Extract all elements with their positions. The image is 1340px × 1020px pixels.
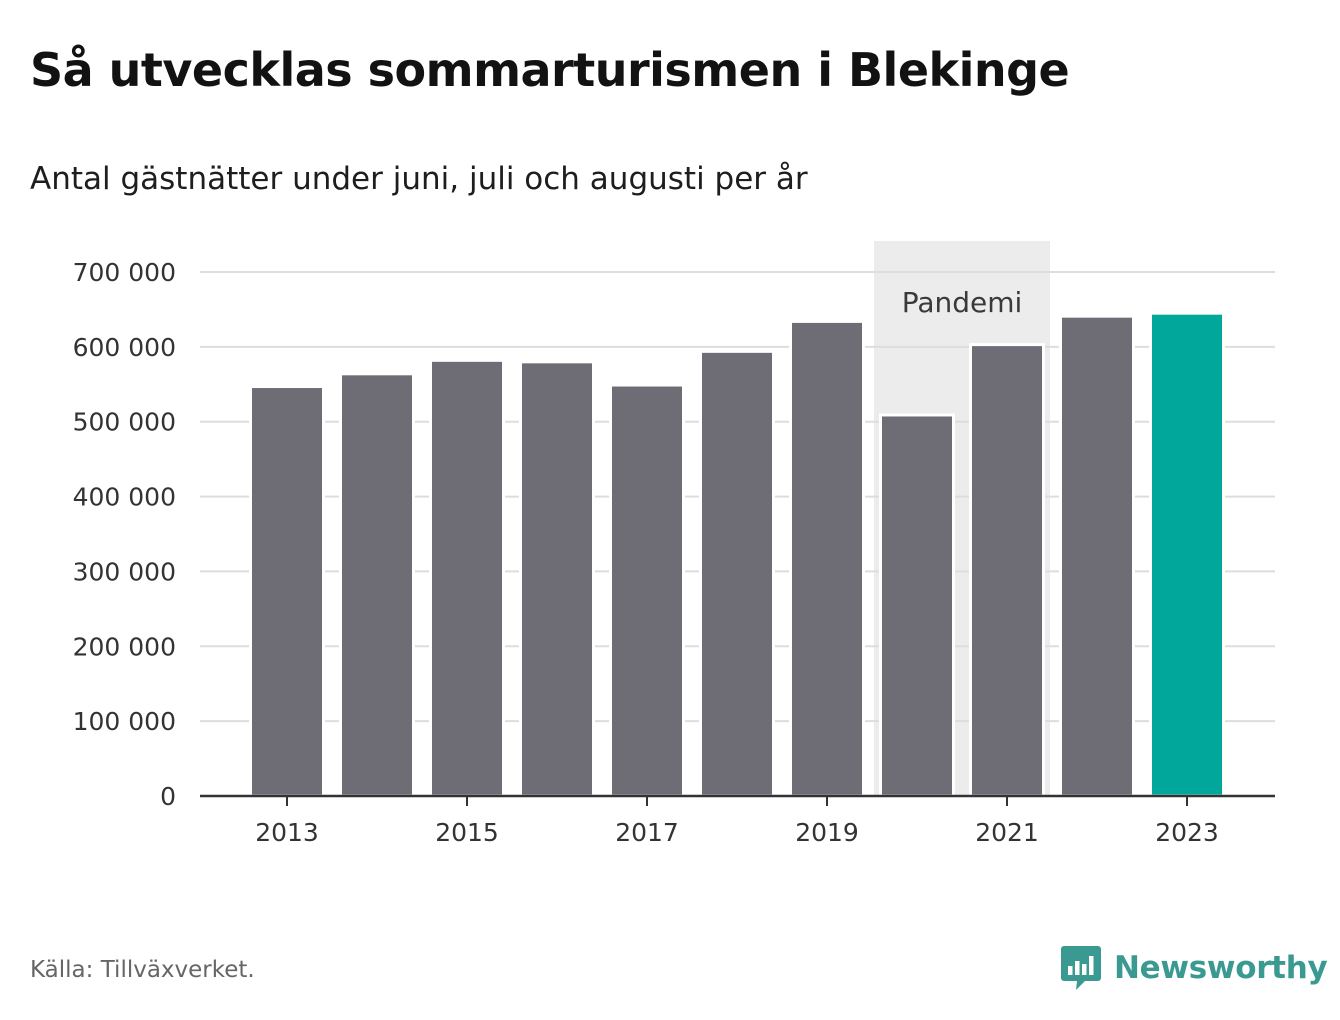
- bar-2016: [519, 360, 595, 798]
- y-tick-label: 200 000: [73, 632, 176, 661]
- x-tick-label: 2015: [435, 818, 499, 847]
- x-tick-label: 2019: [795, 818, 859, 847]
- labels: 0 100 000 200 000 300 000 400 000 500 000 600 …: [73, 258, 1219, 847]
- bar-2013: [249, 385, 325, 798]
- y-tick-label: 600 000: [73, 333, 176, 362]
- x-tick-label: 2013: [255, 818, 319, 847]
- bar-2020: [879, 413, 955, 798]
- bar-2017: [609, 383, 685, 798]
- x-tick-label: 2017: [615, 818, 679, 847]
- pandemic-label: Pandemi: [902, 286, 1023, 319]
- chart-subtitle: Antal gästnätter under juni, juli och au…: [30, 161, 808, 197]
- chart-title: Så utvecklas sommarturismen i Blekinge: [30, 43, 1070, 97]
- bar-2014: [339, 372, 415, 798]
- y-tick-label: 700 000: [73, 258, 176, 287]
- bar-2018: [699, 349, 775, 798]
- y-tick-label: 100 000: [73, 707, 176, 736]
- bar-2022: [1059, 314, 1135, 798]
- y-tick-label: 300 000: [73, 557, 176, 586]
- bar-2021: [969, 343, 1045, 798]
- newsworthy-chart-bubble-icon: [1061, 946, 1101, 990]
- brand-name: Newsworthy: [1114, 950, 1328, 986]
- x-tick-label: 2023: [1155, 818, 1219, 847]
- bar-2015: [429, 358, 505, 798]
- bar-2023: [1149, 311, 1225, 798]
- bar-chart: Pandemi 0 100 000 200 000 300 000 400 000 500…: [73, 241, 1275, 847]
- source-note: Källa: Tillväxverket.: [30, 957, 255, 983]
- y-tick-label: 500 000: [73, 408, 176, 437]
- y-tick-label: 400 000: [73, 483, 176, 512]
- axes: [200, 794, 1275, 806]
- bars: [249, 311, 1225, 798]
- bar-2019: [789, 319, 865, 798]
- x-tick-label: 2021: [975, 818, 1039, 847]
- brand-logo: Newsworthy: [1060, 940, 1328, 996]
- y-tick-label: 0: [160, 782, 176, 811]
